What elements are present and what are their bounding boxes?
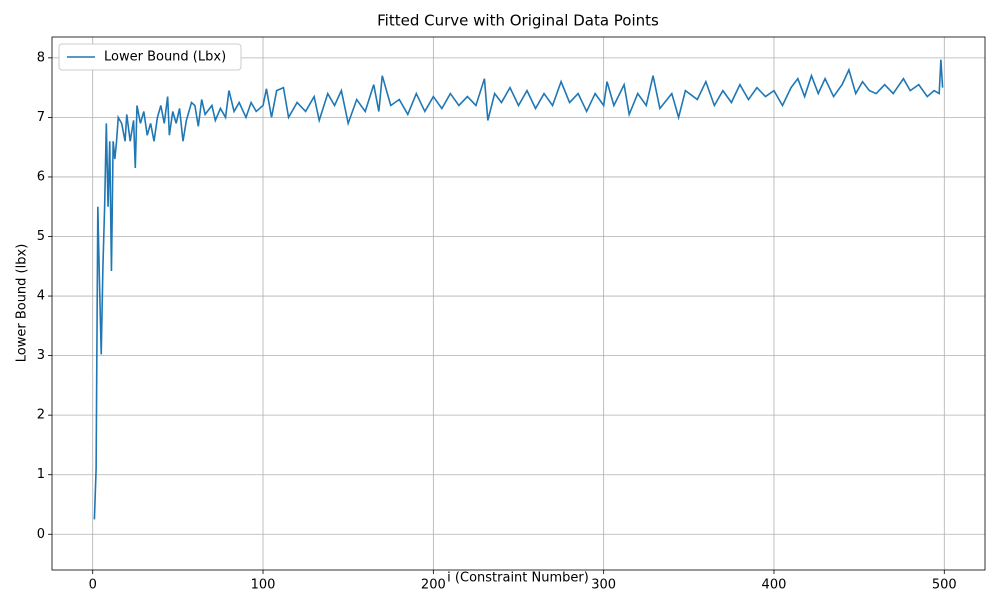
y-tick-label: 2 <box>37 408 45 423</box>
y-tick-label: 0 <box>37 527 45 542</box>
y-axis-label: Lower Bound (lbx) <box>15 244 30 363</box>
legend-label: Lower Bound (Lbx) <box>104 50 226 65</box>
chart-title: Fitted Curve with Original Data Points <box>377 12 659 30</box>
x-axis-label: i (Constraint Number) <box>447 571 589 586</box>
x-tick-label: 0 <box>89 578 97 593</box>
x-tick-label: 200 <box>421 578 446 593</box>
plot-frame <box>51 36 986 571</box>
y-tick-label: 1 <box>37 467 45 482</box>
data-line <box>93 59 944 520</box>
y-tick-label: 5 <box>37 229 45 244</box>
x-tick-label: 100 <box>251 578 276 593</box>
y-tick-label: 8 <box>37 50 45 65</box>
y-tick-label: 3 <box>37 348 45 363</box>
x-tick-label: 300 <box>591 578 616 593</box>
y-tick-label: 4 <box>37 289 45 304</box>
y-tick-label: 6 <box>37 169 45 184</box>
legend-box <box>58 43 242 71</box>
y-tick-label: 7 <box>37 110 45 125</box>
x-tick-label: 500 <box>932 578 957 593</box>
x-tick-label: 400 <box>762 578 787 593</box>
